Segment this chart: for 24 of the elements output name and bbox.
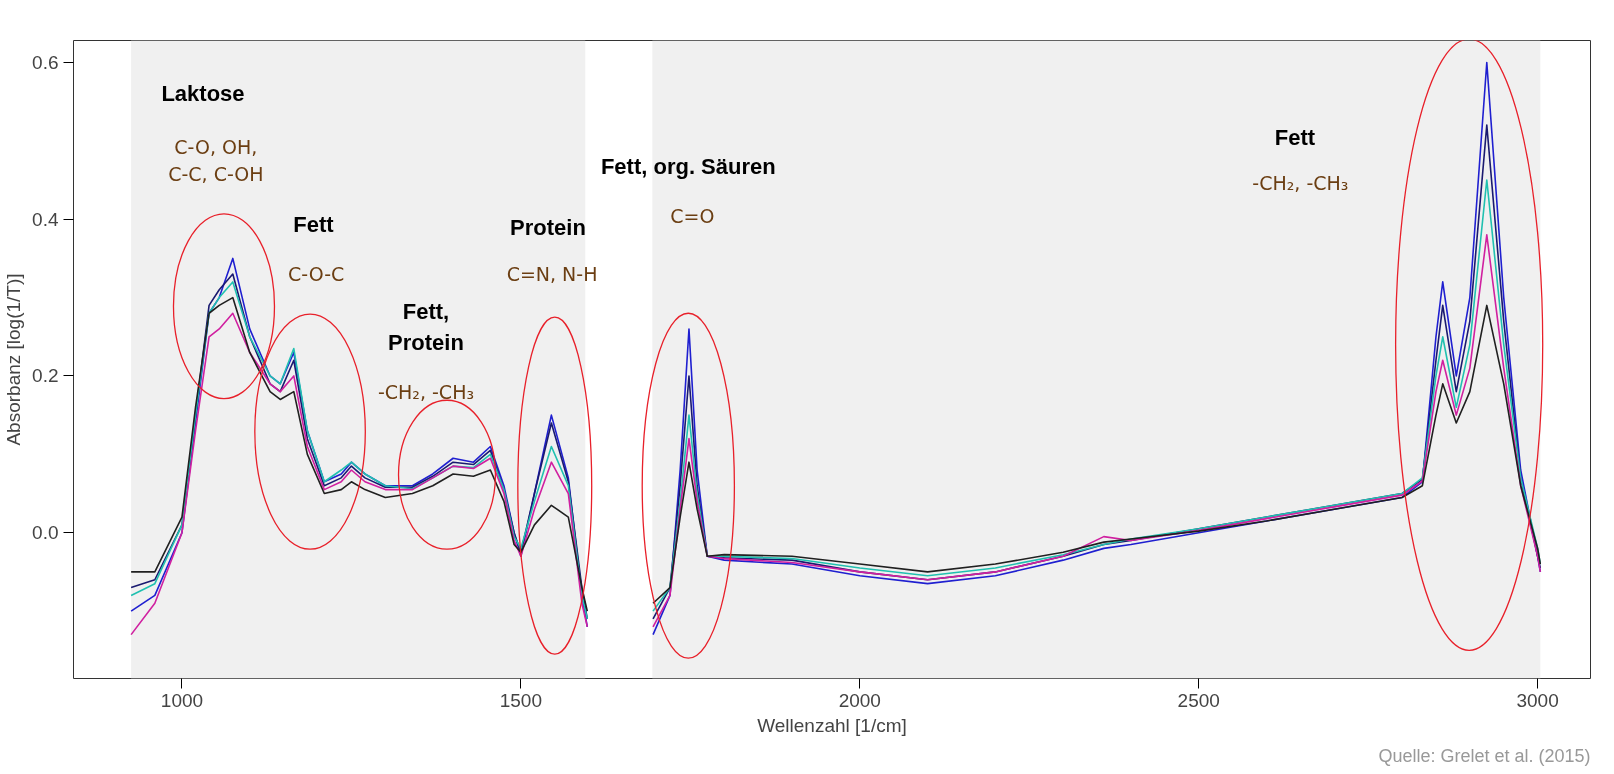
annotation: -CH₂, -CH₃	[377, 380, 475, 403]
y-tick-label: 0.0	[32, 522, 59, 544]
annotation: C-O-C	[288, 263, 345, 286]
x-tick-label: 2500	[1177, 689, 1220, 711]
annotation: Fett	[293, 212, 335, 238]
x-axis-title: Wellenzahl [1/cm]	[757, 714, 907, 736]
x-tick-label: 1500	[499, 689, 543, 711]
annotation: C=O	[670, 205, 715, 228]
x-tick-label: 2000	[838, 689, 881, 711]
x-tick-label: 1000	[160, 689, 204, 711]
annotation: Fett	[1274, 125, 1316, 151]
y-tick-label: 0.2	[32, 365, 59, 387]
annotation: C-O, OH, C-C, C-OH	[168, 135, 264, 186]
annotation: Fett, org. Säuren	[600, 154, 776, 180]
annotation: C=N, N-H	[506, 263, 598, 286]
y-tick-label: 0.4	[32, 208, 59, 230]
source-note: Quelle: Grelet et al. (2015)	[1378, 745, 1591, 766]
y-axis-title: Absorbanz [log(1/T)]	[3, 273, 25, 446]
x-tick-label: 3000	[1516, 689, 1559, 711]
annotation: Laktose	[161, 81, 245, 107]
annotation: Fett, Protein	[388, 299, 464, 356]
annotation: -CH₂, -CH₃	[1252, 172, 1349, 195]
y-tick-label: 0.6	[32, 51, 59, 73]
annotation: Protein	[510, 214, 586, 240]
